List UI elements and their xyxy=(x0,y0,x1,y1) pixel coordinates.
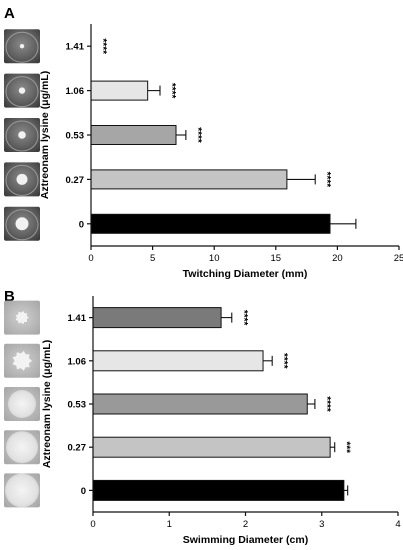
y-axis: 1.41 1.06 0.53 0.27 0 xyxy=(66,24,92,246)
x-tick-label: 10 xyxy=(209,253,220,264)
x-tick-label: 3 xyxy=(319,519,324,530)
x-tick-label: 0 xyxy=(90,519,95,530)
sample-thumbnail xyxy=(4,73,40,108)
x-tick-label: 20 xyxy=(332,253,343,264)
bar xyxy=(90,213,331,234)
y-tick-label: 1.41 xyxy=(68,313,87,324)
bar xyxy=(92,479,345,501)
x-tick-label: 25 xyxy=(394,253,403,264)
bar xyxy=(92,393,308,415)
x-axis: 0 5 10 15 20 25 xyxy=(88,245,403,264)
significance-label: **** xyxy=(166,83,177,99)
colony-spot xyxy=(14,309,30,326)
significance-label: **** xyxy=(278,353,289,369)
y-axis-title: Aztreonam lysine (μg/mL) xyxy=(41,340,53,468)
error-bars xyxy=(147,85,357,229)
error-bars xyxy=(221,312,349,496)
colony-spot xyxy=(18,87,26,94)
bar xyxy=(92,350,264,372)
y-tick-label: 1.06 xyxy=(66,86,85,97)
colony-spot xyxy=(15,217,29,231)
bar xyxy=(90,80,149,101)
plate-rim xyxy=(5,31,39,63)
x-tick-label: 4 xyxy=(395,519,400,530)
sample-thumbnail xyxy=(4,300,40,335)
colony-spot xyxy=(16,173,28,185)
colony-spot xyxy=(11,350,33,372)
bar xyxy=(92,307,222,329)
significance-label: **** xyxy=(192,127,203,143)
bar xyxy=(90,125,177,145)
significance-label: **** xyxy=(97,38,108,54)
sample-thumbnail xyxy=(4,343,40,378)
significance-label: **** xyxy=(321,172,332,188)
plate-rim xyxy=(5,120,39,152)
sample-thumbnail xyxy=(4,473,40,508)
colony-spot xyxy=(19,44,25,49)
significance-label: *** xyxy=(341,441,352,453)
x-tick-label: 0 xyxy=(88,253,93,264)
y-tick-label: 0 xyxy=(79,219,84,230)
x-axis: 0 1 2 3 4 xyxy=(90,511,401,530)
sample-thumbnail xyxy=(4,118,40,152)
colony-spot xyxy=(6,431,38,464)
sample-thumbnail xyxy=(4,430,40,465)
sample-thumbnail xyxy=(4,387,40,421)
sample-thumbnail xyxy=(4,162,40,197)
x-axis-title: Swimming Diameter (cm) xyxy=(183,534,308,546)
colony-spot xyxy=(5,473,39,508)
panel-label: A xyxy=(4,5,15,22)
panel-label: B xyxy=(4,288,15,305)
significance-marks: *************** xyxy=(238,310,352,453)
x-tick-label: 5 xyxy=(150,253,155,264)
thumbnails xyxy=(4,29,40,241)
plate-rim xyxy=(5,76,39,108)
significance-label: **** xyxy=(238,310,249,326)
thumbnails xyxy=(4,300,40,508)
y-tick-label: 1.41 xyxy=(66,42,85,53)
y-tick-label: 0 xyxy=(81,486,86,497)
y-tick-label: 0.27 xyxy=(66,175,85,186)
plate-rim xyxy=(5,209,39,241)
bars xyxy=(90,80,331,234)
sample-thumbnail xyxy=(4,206,40,241)
y-axis-title: Aztreonam lysine (μg/mL) xyxy=(39,71,51,199)
x-tick-label: 2 xyxy=(243,519,248,530)
colony-spot xyxy=(8,390,36,418)
bar xyxy=(90,169,288,190)
x-axis-title: Twitching Diameter (mm) xyxy=(183,268,308,280)
significance-marks: **** **** **** **** xyxy=(97,38,332,187)
y-tick-label: 0.27 xyxy=(68,443,87,454)
y-tick-label: 1.06 xyxy=(68,356,87,367)
y-tick-label: 0.53 xyxy=(66,131,85,142)
bar xyxy=(92,436,331,458)
x-tick-label: 15 xyxy=(271,253,282,264)
y-tick-label: 0.53 xyxy=(68,400,87,411)
sample-thumbnail xyxy=(4,29,40,64)
significance-label: **** xyxy=(321,396,332,412)
bars xyxy=(92,307,345,501)
x-tick-label: 1 xyxy=(167,519,172,530)
colony-spot xyxy=(18,131,26,139)
panel-a: A **** **** **** **** 1.41 1.06 0.53 0.27 0 0 5 1… xyxy=(4,5,403,280)
y-axis: 1.41 1.06 0.53 0.27 0 xyxy=(68,296,94,512)
plate-rim xyxy=(5,164,39,196)
